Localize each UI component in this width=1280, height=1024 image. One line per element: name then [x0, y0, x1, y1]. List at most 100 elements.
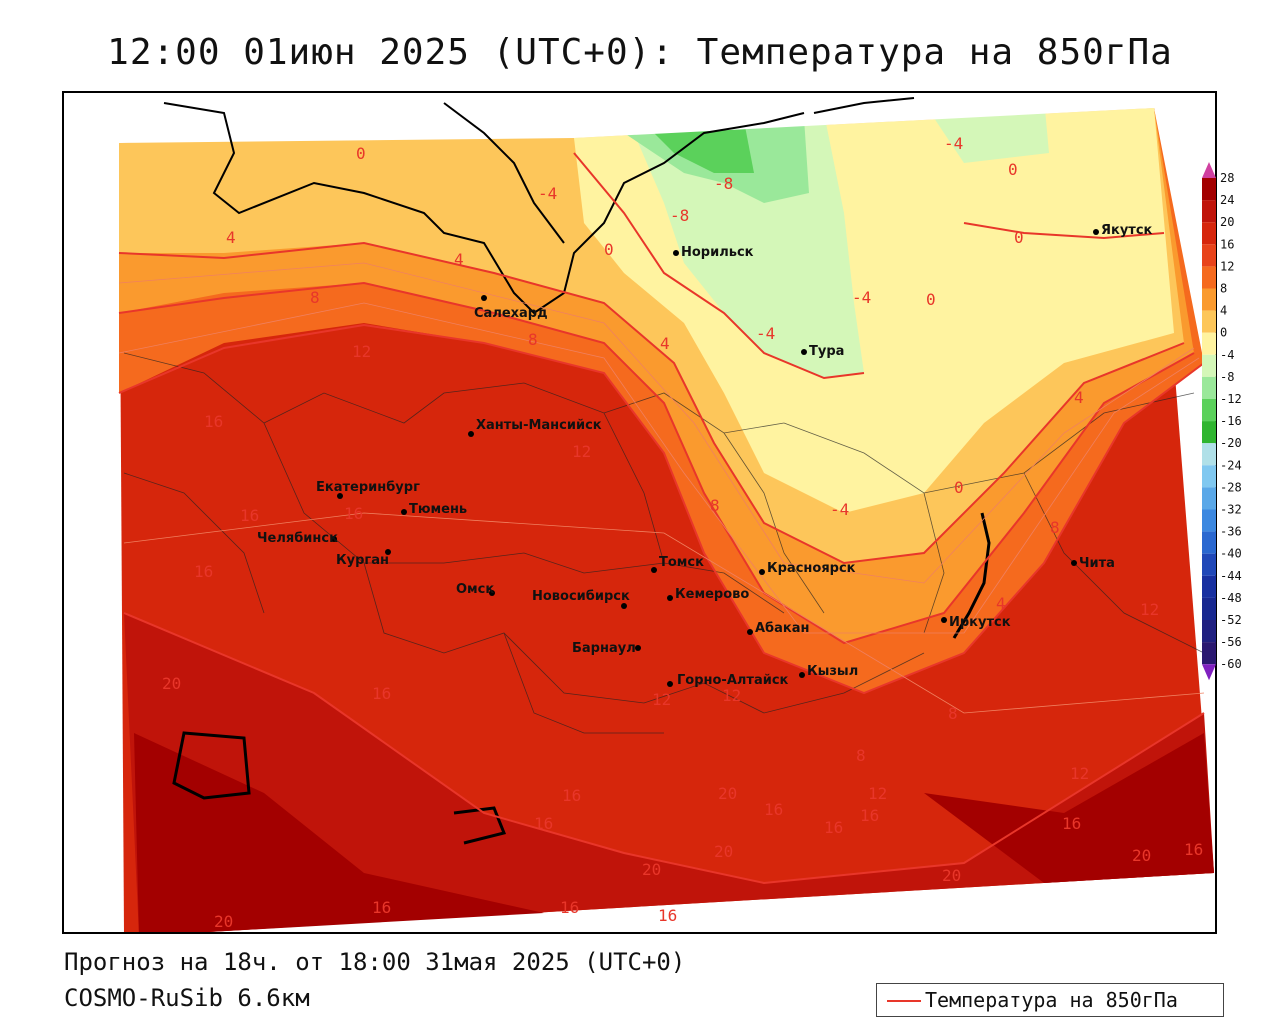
colorbar-tick-label: -4: [1220, 348, 1234, 362]
colorbar-swatch: [1202, 465, 1216, 488]
city-label-yekaterinburg: Екатеринбург: [316, 480, 420, 495]
isotherm-label: -4: [538, 184, 557, 203]
colorbar-swatch: [1202, 642, 1216, 665]
colorbar-tick-label: 4: [1220, 304, 1227, 318]
colorbar-tick-label: -60: [1220, 657, 1242, 671]
isotherm-label: 16: [194, 562, 213, 581]
isotherm-label: 20: [942, 866, 961, 885]
isotherm-label: 0: [604, 240, 614, 259]
colorbar-tick-label: 20: [1220, 215, 1234, 229]
isotherm-label: 12: [352, 342, 371, 361]
isotherm-label: 4: [454, 250, 464, 269]
isotherm-label: 8: [948, 704, 958, 723]
colorbar-tick-label: -48: [1220, 591, 1242, 605]
isotherm-label: 12: [1070, 764, 1089, 783]
colorbar-swatch: [1202, 376, 1216, 399]
colorbar-tick-label: -24: [1220, 458, 1242, 472]
isotherm-label: -4: [852, 288, 871, 307]
colorbar-tick-label: -32: [1220, 503, 1242, 517]
city-label-chelyabinsk: Челябинск: [257, 531, 338, 546]
city-markers: Норильск Якутск Салехард Тура Ханты-Манс…: [257, 223, 1153, 688]
colorbar-tick-label: -40: [1220, 547, 1242, 561]
colorbar-tick-label: -20: [1220, 436, 1242, 450]
isotherm-label: 20: [642, 860, 661, 879]
colorbar-swatch: [1202, 487, 1216, 510]
colorbar-swatch: [1202, 597, 1216, 620]
isotherm-label: 4: [660, 334, 670, 353]
city-label-tyumen: Тюмень: [409, 502, 467, 517]
isotherm-label: 12: [868, 784, 887, 803]
colorbar-swatch: [1202, 620, 1216, 643]
colorbar: 28 24 20 16 12 8 4 0 -4 -8 -12 -16 -20 -24 -28 -32 -36 -4…: [1200, 160, 1280, 700]
legend-label: Температура на 850гПа: [925, 988, 1178, 1012]
isotherm-label: 12: [722, 686, 741, 705]
isotherm-label: 8: [710, 496, 720, 515]
city-label-yakutsk: Якутск: [1101, 223, 1153, 238]
isotherm-label: 8: [310, 288, 320, 307]
colorbar-tick-label: -16: [1220, 414, 1242, 428]
colorbar-swatch: [1202, 332, 1216, 355]
city-label-omsk: Омск: [456, 582, 494, 597]
temperature-map: 0 -4 -8 -4 -8 0 4 4 8 0 -4 0 -4 0 12 8 4…: [64, 93, 1215, 932]
isotherm-label: 16: [344, 504, 363, 523]
colorbar-bottom-cap: [1202, 664, 1216, 681]
colorbar-tick-label: -44: [1220, 569, 1242, 583]
colorbar-swatch: [1202, 354, 1216, 377]
colorbar-tick-label: 12: [1220, 259, 1234, 273]
isotherm-label: 12: [1140, 600, 1159, 619]
city-label-abakan: Абакан: [755, 621, 810, 636]
isotherm-label: -4: [944, 134, 963, 153]
map-legend: Температура на 850гПа: [876, 983, 1224, 1017]
isotherm-label: 0: [954, 478, 964, 497]
colorbar-tick-label: -56: [1220, 635, 1242, 649]
forecast-info: Прогноз на 18ч. от 18:00 31мая 2025 (UTC…: [64, 948, 686, 976]
city-label-tura: Тура: [809, 344, 844, 359]
colorbar-swatch: [1202, 288, 1216, 311]
isotherm-label: 20: [214, 912, 233, 931]
colorbar-swatch: [1202, 310, 1216, 333]
colorbar-swatch: [1202, 244, 1216, 267]
map-title: 12:00 01июн 2025 (UTC+0): Температура на…: [107, 32, 1173, 73]
colorbar-swatch: [1202, 399, 1216, 422]
isotherm-label: 20: [1132, 846, 1151, 865]
isotherm-label: -8: [670, 206, 689, 225]
isotherm-label: 16: [658, 906, 677, 925]
isotherm-label: 0: [1008, 160, 1018, 179]
isotherm-label: 16: [560, 898, 579, 917]
colorbar-swatch: [1202, 200, 1216, 223]
isotherm-label: 0: [926, 290, 936, 309]
colorbar-swatch: [1202, 531, 1216, 554]
city-label-barnaul: Барнаул: [572, 641, 636, 656]
city-label-kurgan: Курган: [336, 553, 389, 568]
colorbar-top-cap: [1202, 162, 1216, 178]
isotherm-label: 20: [718, 784, 737, 803]
colorbar-swatch: [1202, 421, 1216, 444]
map-area: 0 -4 -8 -4 -8 0 4 4 8 0 -4 0 -4 0 12 8 4…: [62, 91, 1217, 934]
isotherm-label: 8: [528, 330, 538, 349]
isotherm-label: 4: [226, 228, 236, 247]
isotherm-label: 0: [356, 144, 366, 163]
colorbar-tick-label: 24: [1220, 193, 1234, 207]
isotherm-label: 16: [562, 786, 581, 805]
colorbar-tick-label: 28: [1220, 171, 1234, 185]
city-label-khanty-mansiysk: Ханты-Мансийск: [476, 418, 602, 433]
isotherm-label: 16: [764, 800, 783, 819]
colorbar-swatch: [1202, 553, 1216, 576]
isotherm-label: 16: [1184, 840, 1203, 859]
isotherm-label: 4: [996, 594, 1006, 613]
city-label-novosibirsk: Новосибирск: [532, 589, 630, 604]
colorbar-tick-label: -8: [1220, 370, 1234, 384]
isotherm-label: 20: [714, 842, 733, 861]
isotherm-label: 16: [240, 506, 259, 525]
colorbar-swatch: [1202, 266, 1216, 289]
isotherm-label: 16: [534, 814, 553, 833]
isotherm-label: 16: [860, 806, 879, 825]
legend-line-swatch: [887, 1000, 921, 1002]
city-label-irkutsk: Иркутск: [949, 615, 1011, 630]
isotherm-labels: 0 -4 -8 -4 -8 0 4 4 8 0 -4 0 -4 0 12 8 4…: [162, 134, 1203, 931]
city-label-salekhard: Салехард: [474, 306, 548, 321]
isotherm-label: 4: [1074, 388, 1084, 407]
colorbar-tick-label: -28: [1220, 480, 1242, 494]
isotherm-label: -4: [756, 324, 775, 343]
isotherm-label: 8: [1050, 518, 1060, 537]
